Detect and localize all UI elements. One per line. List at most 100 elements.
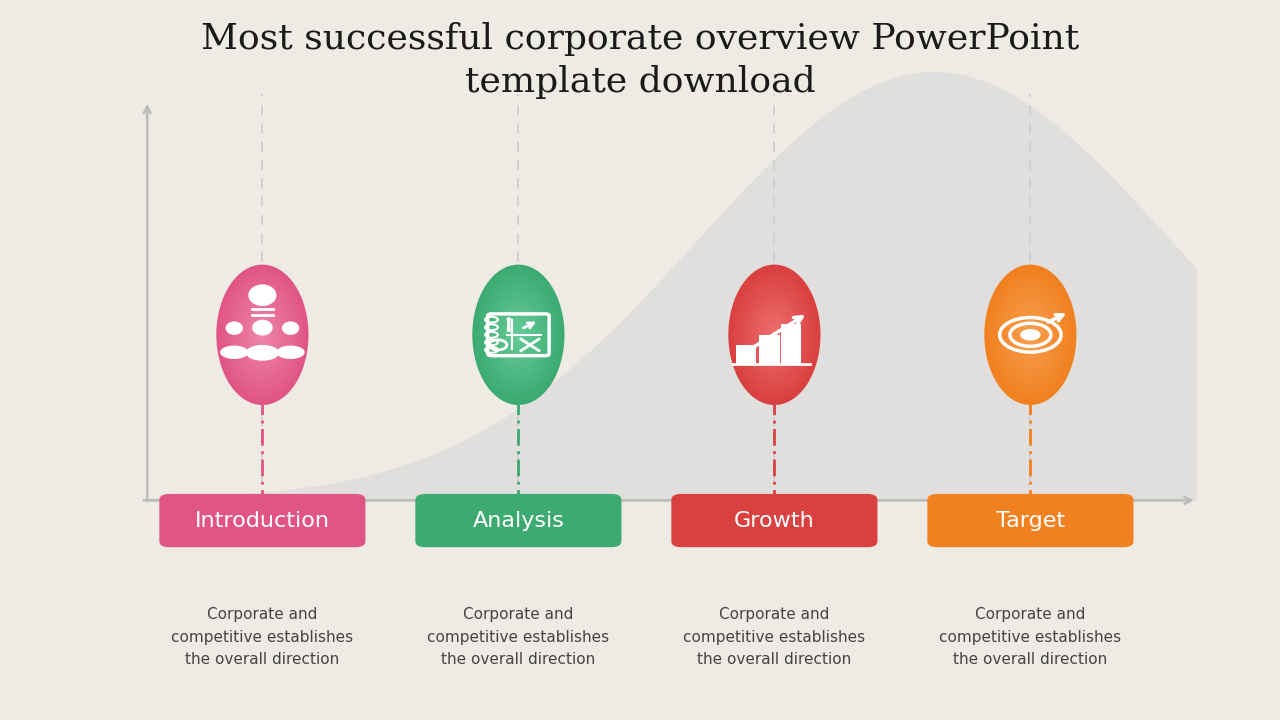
Ellipse shape [257,328,268,342]
Ellipse shape [1021,320,1039,348]
Ellipse shape [490,292,547,377]
Ellipse shape [765,320,783,348]
Ellipse shape [516,331,521,338]
Ellipse shape [737,279,812,391]
Ellipse shape [244,307,280,363]
Ellipse shape [769,328,780,342]
Ellipse shape [733,271,815,398]
Ellipse shape [230,286,294,384]
Ellipse shape [513,328,524,342]
Ellipse shape [282,321,300,335]
Ellipse shape [237,296,288,374]
Ellipse shape [751,300,797,370]
Text: Analysis: Analysis [472,510,564,531]
Ellipse shape [746,292,803,377]
Ellipse shape [745,289,804,380]
Ellipse shape [1016,314,1044,356]
Ellipse shape [768,324,781,346]
Ellipse shape [477,271,559,398]
Ellipse shape [742,286,806,384]
Ellipse shape [502,310,535,359]
Ellipse shape [1010,303,1051,366]
Ellipse shape [1020,329,1041,341]
Ellipse shape [1007,300,1053,370]
Ellipse shape [507,318,530,352]
Ellipse shape [763,318,786,352]
Ellipse shape [998,286,1062,384]
Ellipse shape [219,268,306,402]
Ellipse shape [260,331,265,338]
Ellipse shape [479,275,558,395]
Ellipse shape [216,264,308,405]
Ellipse shape [1001,289,1060,380]
Ellipse shape [991,275,1070,395]
FancyBboxPatch shape [160,494,366,547]
FancyBboxPatch shape [927,494,1134,547]
Ellipse shape [253,320,271,348]
Ellipse shape [246,310,279,359]
Ellipse shape [1025,328,1036,342]
Ellipse shape [242,303,283,366]
Ellipse shape [225,279,300,391]
Text: Growth: Growth [733,510,815,531]
Ellipse shape [220,346,248,359]
Ellipse shape [256,324,269,346]
Polygon shape [147,72,1197,500]
Ellipse shape [1028,331,1033,338]
FancyBboxPatch shape [736,345,756,364]
Text: Target: Target [996,510,1065,531]
Ellipse shape [1019,318,1042,352]
Ellipse shape [728,264,820,405]
Ellipse shape [504,314,532,356]
Ellipse shape [772,331,777,338]
Ellipse shape [1005,296,1056,374]
Ellipse shape [493,296,544,374]
Ellipse shape [472,264,564,405]
Ellipse shape [989,271,1071,398]
Ellipse shape [251,318,274,352]
Ellipse shape [233,289,292,380]
Ellipse shape [1012,307,1048,363]
Ellipse shape [996,282,1065,387]
Ellipse shape [481,279,556,391]
Ellipse shape [760,314,788,356]
Ellipse shape [234,292,291,377]
Text: Corporate and
competitive establishes
the overall direction: Corporate and competitive establishes th… [428,608,609,667]
Ellipse shape [228,282,297,387]
Text: Corporate and
competitive establishes
the overall direction: Corporate and competitive establishes th… [172,608,353,667]
Ellipse shape [495,300,541,370]
Ellipse shape [489,289,548,380]
Text: Corporate and
competitive establishes
the overall direction: Corporate and competitive establishes th… [684,608,865,667]
Ellipse shape [731,268,818,402]
Ellipse shape [246,345,279,361]
Ellipse shape [756,307,792,363]
Ellipse shape [221,271,303,398]
FancyBboxPatch shape [671,494,878,547]
Ellipse shape [486,286,550,384]
Ellipse shape [248,284,276,306]
Ellipse shape [1014,310,1047,359]
Ellipse shape [740,282,809,387]
Ellipse shape [993,279,1068,391]
FancyBboxPatch shape [759,335,780,364]
Ellipse shape [498,303,539,366]
Ellipse shape [484,282,553,387]
Ellipse shape [987,268,1074,402]
Ellipse shape [252,320,273,336]
Ellipse shape [1002,292,1059,377]
Ellipse shape [735,275,814,395]
Ellipse shape [475,268,562,402]
Ellipse shape [512,324,525,346]
Ellipse shape [758,310,791,359]
Ellipse shape [223,275,302,395]
FancyBboxPatch shape [781,324,801,364]
Text: Introduction: Introduction [195,510,330,531]
Ellipse shape [276,346,305,359]
Ellipse shape [248,314,276,356]
Text: Most successful corporate overview PowerPoint
template download: Most successful corporate overview Power… [201,22,1079,99]
Ellipse shape [754,303,795,366]
Ellipse shape [749,296,800,374]
Ellipse shape [500,307,536,363]
Text: Corporate and
competitive establishes
the overall direction: Corporate and competitive establishes th… [940,608,1121,667]
Ellipse shape [984,264,1076,405]
